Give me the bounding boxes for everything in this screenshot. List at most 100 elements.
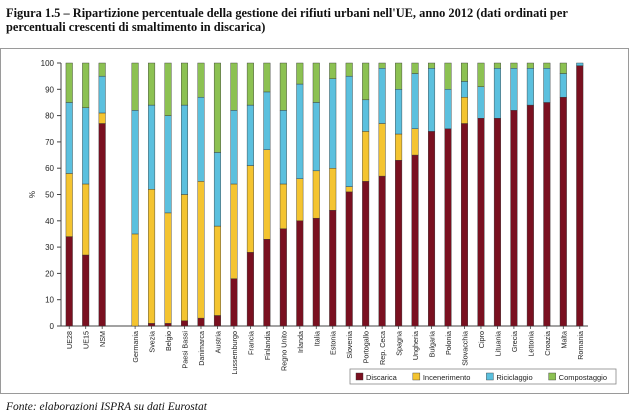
bar-segment-incenerimento bbox=[131, 233, 139, 327]
legend-swatch-discarica bbox=[355, 372, 364, 381]
x-tick-label: Lussemburgo bbox=[230, 331, 239, 375]
bar-segment-compostaggio bbox=[197, 62, 205, 98]
bar-segment-discarica bbox=[428, 131, 436, 327]
x-tick-label: Cipro bbox=[477, 331, 486, 348]
y-tick-label: 50 bbox=[45, 191, 54, 200]
bar-segment-riciclaggio bbox=[131, 110, 139, 235]
x-tick-label: Svezia bbox=[148, 331, 157, 353]
legend: Discarica Incenerimento Riciclaggio Compost… bbox=[349, 368, 617, 385]
bar-segment-riciclaggio bbox=[510, 68, 518, 111]
bar-segment-compostaggio bbox=[98, 62, 106, 77]
bar-segment-discarica bbox=[296, 220, 304, 327]
bar-segment-incenerimento bbox=[98, 112, 106, 124]
bar-segment-riciclaggio bbox=[460, 81, 468, 98]
bar-segment-compostaggio bbox=[296, 62, 304, 85]
bar-segment-riciclaggio bbox=[526, 68, 534, 106]
legend-label: Discarica bbox=[366, 373, 398, 382]
bar-segment-discarica bbox=[213, 315, 221, 327]
bar-segment-incenerimento bbox=[148, 189, 156, 324]
bar-segment-compostaggio bbox=[263, 62, 271, 93]
bar-segment-discarica bbox=[164, 323, 172, 327]
legend-swatch-incenerimento bbox=[412, 372, 421, 381]
bar-segment-discarica bbox=[82, 254, 90, 327]
bar-segment-discarica bbox=[526, 104, 534, 327]
bar-segment-compostaggio bbox=[477, 62, 485, 87]
y-tick-label: 10 bbox=[45, 296, 54, 305]
bar-segment-riciclaggio bbox=[82, 107, 90, 185]
bar-segment-discarica bbox=[510, 110, 518, 327]
bar-segment-compostaggio bbox=[493, 62, 501, 69]
bar-segment-riciclaggio bbox=[148, 104, 156, 190]
legend-label: Compostaggio bbox=[559, 373, 607, 382]
bar-segment-incenerimento bbox=[329, 167, 337, 211]
legend-label: Incenerimento bbox=[423, 373, 471, 382]
bar-segment-incenerimento bbox=[197, 181, 205, 319]
x-tick-label: Slovacchia bbox=[460, 331, 469, 366]
bar-segment-riciclaggio bbox=[411, 73, 419, 129]
bar-segment-incenerimento bbox=[230, 183, 238, 279]
bar-segment-compostaggio bbox=[378, 62, 386, 69]
x-tick-label: Grecia bbox=[510, 331, 519, 352]
x-tick-label: Estonia bbox=[329, 331, 338, 355]
bar-segment-incenerimento bbox=[312, 170, 320, 219]
x-tick-label: Rep. Ceca bbox=[378, 331, 387, 365]
x-tick-label: Romania bbox=[576, 331, 585, 360]
x-tick-label: Germania bbox=[131, 331, 140, 363]
bar-segment-discarica bbox=[559, 96, 567, 327]
bar-segment-riciclaggio bbox=[543, 68, 551, 103]
bar-segment-compostaggio bbox=[411, 62, 419, 74]
bar-segment-discarica bbox=[493, 118, 501, 327]
x-tick-label: Danimarca bbox=[197, 331, 206, 366]
bar-segment-discarica bbox=[312, 217, 320, 327]
bar-segment-riciclaggio bbox=[246, 104, 254, 166]
bar-segment-incenerimento bbox=[181, 194, 189, 321]
y-tick-label: 60 bbox=[45, 164, 54, 173]
bar-segment-incenerimento bbox=[362, 131, 370, 182]
bar-segment-discarica bbox=[230, 278, 238, 327]
x-tick-label: Ungheria bbox=[411, 331, 420, 360]
y-tick-label: 70 bbox=[45, 138, 54, 147]
bar-segment-riciclaggio bbox=[362, 99, 370, 132]
y-axis-label: % bbox=[28, 191, 37, 198]
x-tick-label: Lettonia bbox=[526, 331, 535, 357]
x-tick-label: Bulgaria bbox=[428, 331, 437, 357]
x-tick-label: Croazia bbox=[543, 331, 552, 356]
bar-segment-compostaggio bbox=[444, 62, 452, 90]
bar-segment-incenerimento bbox=[460, 96, 468, 124]
bar-segment-compostaggio bbox=[526, 62, 534, 69]
x-tick-label: Lituania bbox=[493, 331, 502, 356]
bar-segment-discarica bbox=[395, 160, 403, 327]
bar-segment-riciclaggio bbox=[181, 104, 189, 195]
bar-segment-riciclaggio bbox=[312, 102, 320, 172]
x-tick-label: Francia bbox=[246, 331, 255, 355]
legend-swatch-riciclaggio bbox=[486, 372, 494, 381]
x-tick-label: UE28 bbox=[65, 331, 74, 349]
y-tick-label: 20 bbox=[45, 269, 54, 278]
bar-segment-compostaggio bbox=[279, 62, 287, 111]
bar-segment-compostaggio bbox=[460, 62, 468, 82]
bar-segment-compostaggio bbox=[329, 62, 337, 79]
x-tick-label: Regno Unito bbox=[279, 331, 288, 371]
bar-segment-discarica bbox=[477, 118, 485, 327]
x-tick-label: Portogallo bbox=[362, 331, 371, 363]
source-note: Fonte: elaborazioni ISPRA su dati Eurost… bbox=[6, 401, 207, 413]
bar-segment-discarica bbox=[279, 228, 287, 327]
bar-segment-riciclaggio bbox=[444, 89, 452, 129]
bar-segment-riciclaggio bbox=[378, 68, 386, 124]
bar-segment-discarica bbox=[345, 191, 353, 327]
bar-segment-discarica bbox=[460, 123, 468, 327]
y-tick-label: 80 bbox=[45, 112, 54, 121]
bar-segment-discarica bbox=[411, 154, 419, 327]
bar-segment-compostaggio bbox=[345, 62, 353, 77]
bar-segment-incenerimento bbox=[65, 173, 73, 237]
bar-segment-compostaggio bbox=[230, 62, 238, 111]
bar-segment-riciclaggio bbox=[230, 110, 238, 185]
bar-segment-compostaggio bbox=[428, 62, 436, 69]
bar-segment-compostaggio bbox=[395, 62, 403, 90]
bar-segment-riciclaggio bbox=[395, 89, 403, 135]
bar-segment-compostaggio bbox=[559, 62, 567, 74]
bar-segment-riciclaggio bbox=[477, 86, 485, 119]
bar-segment-riciclaggio bbox=[576, 62, 584, 66]
bar-segment-compostaggio bbox=[131, 62, 139, 111]
bar-segment-discarica bbox=[98, 123, 106, 327]
